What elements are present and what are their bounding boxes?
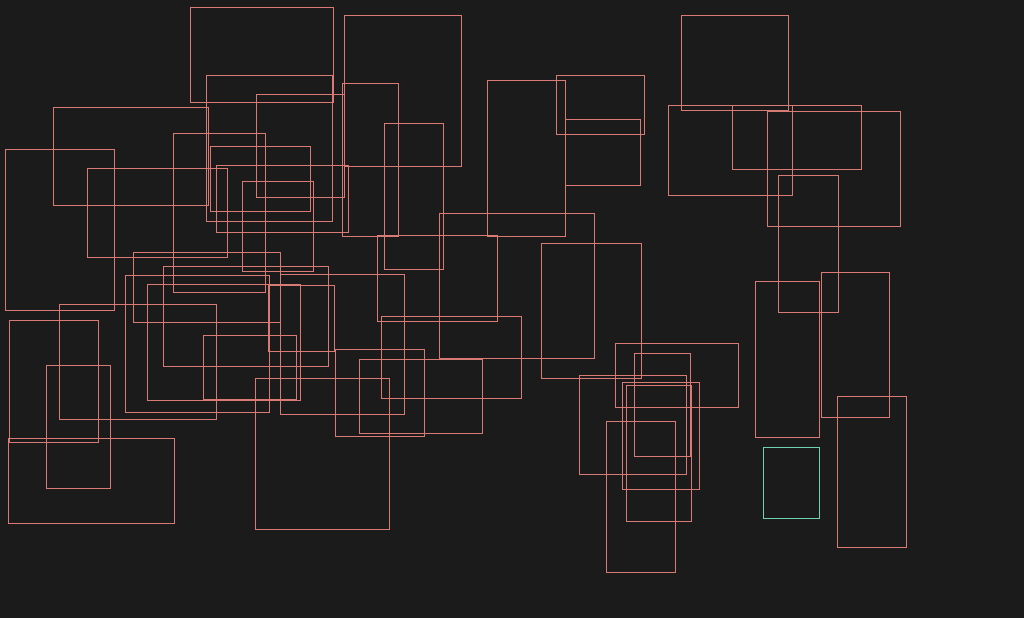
bounding-box-36 [203, 335, 297, 400]
bounding-box-42 [255, 378, 390, 530]
bounding-box-41 [46, 365, 111, 489]
bounding-box-5 [342, 83, 399, 237]
bounding-box-7 [556, 75, 645, 135]
bounding-box-33 [755, 281, 820, 438]
bounding-box-16 [5, 149, 115, 311]
bounding-box-46 [606, 421, 676, 573]
bounding-box-15 [767, 111, 901, 227]
bounding-box-47 [8, 438, 175, 524]
bounding-box-10 [173, 133, 266, 293]
bounding-box-9 [53, 107, 209, 206]
bounding-box-11 [384, 123, 444, 270]
bounding-box-48 [837, 396, 907, 548]
bounding-box-23 [377, 235, 498, 322]
bounding-box-25 [133, 252, 281, 323]
bounding-box-26 [163, 266, 329, 367]
bounding-box-18 [216, 165, 349, 233]
bounding-box-34 [821, 272, 890, 418]
bounding-box-45 [626, 385, 692, 522]
bounding-box-29 [268, 285, 335, 352]
bounding-box-27 [280, 274, 405, 415]
bounding-box-22 [439, 213, 595, 359]
bounding-box-32 [381, 316, 522, 399]
bounding-box-43 [579, 375, 687, 475]
bounding-box-39 [335, 349, 425, 437]
bounding-box-1 [190, 7, 334, 103]
bounding-box-14 [732, 105, 862, 170]
bounding-box-13 [668, 105, 793, 196]
bounding-box-12 [565, 119, 641, 186]
bounding-box-24 [541, 243, 642, 379]
bounding-box-21 [778, 175, 839, 313]
bounding-box-30 [147, 284, 301, 401]
bounding-box-28 [125, 275, 270, 413]
bounding-box-40 [359, 359, 483, 434]
bounding-box-44 [622, 382, 700, 490]
bounding-box-19 [87, 168, 228, 258]
bounding-box-31 [59, 304, 217, 420]
bounding-box-2 [344, 15, 462, 167]
bounding-box-35 [9, 320, 99, 443]
highlighted-bounding-box [763, 447, 820, 519]
bounding-box-17 [210, 146, 311, 212]
bounding-box-20 [242, 181, 314, 272]
bounding-box-4 [206, 75, 333, 222]
bounding-box-38 [634, 353, 691, 457]
bounding-box-3 [681, 15, 789, 111]
